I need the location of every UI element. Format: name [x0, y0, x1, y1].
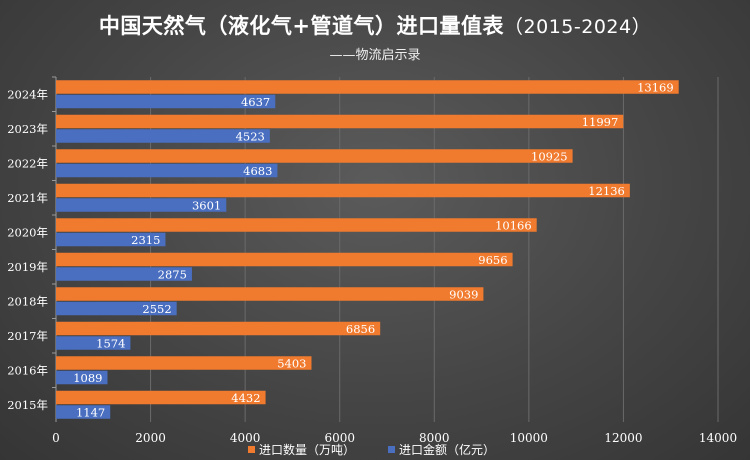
bar [56, 129, 270, 143]
data-label: 6856 [346, 322, 375, 336]
bar [56, 218, 537, 232]
x-tick-label: 8000 [419, 431, 450, 445]
bar [56, 405, 111, 419]
bar [56, 301, 177, 316]
data-label: 5403 [277, 356, 306, 370]
data-label: 2875 [158, 267, 187, 281]
chart-title-range: （2015-2024） [504, 16, 652, 38]
data-label: 12136 [588, 184, 625, 198]
bar [56, 183, 630, 198]
data-label: 9039 [449, 287, 478, 301]
bar [56, 321, 381, 336]
data-label: 4683 [243, 164, 272, 178]
bar [56, 356, 312, 370]
x-tick-label: 0 [52, 431, 60, 445]
legend-label: 进口数量（万吨） [259, 442, 355, 457]
y-tick-label: 2020年 [7, 225, 48, 239]
x-tick-label: 2000 [135, 431, 166, 445]
data-label: 1089 [73, 371, 102, 385]
legend-swatch [388, 446, 395, 453]
bar [56, 94, 276, 109]
y-tick-label: 2019年 [7, 260, 48, 274]
x-tick-label: 10000 [510, 431, 548, 445]
y-tick-label: 2023年 [7, 122, 48, 136]
y-tick-label: 2021年 [7, 191, 48, 205]
x-tick-label: 4000 [230, 431, 261, 445]
data-label: 11997 [582, 115, 619, 129]
bar [56, 267, 192, 281]
data-label: 10166 [495, 218, 532, 232]
chart-subtitle: ——物流启示录 [329, 48, 421, 63]
x-tick-label: 6000 [324, 431, 355, 445]
bar [56, 149, 573, 163]
legend-label: 进口金额（亿元） [399, 442, 495, 457]
y-tick-label: 2017年 [7, 329, 48, 343]
data-label: 3601 [192, 198, 221, 212]
data-label: 9656 [478, 253, 507, 267]
data-label: 4523 [236, 129, 265, 143]
x-tick-label: 14000 [699, 431, 737, 445]
y-tick-label: 2022年 [7, 156, 48, 170]
x-tick-label: 12000 [604, 431, 642, 445]
bar [56, 198, 227, 212]
y-tick-label: 2018年 [7, 294, 48, 308]
legend-swatch [248, 446, 255, 453]
bar [56, 232, 166, 247]
chart-title: 中国天然气（液化气+管道气）进口量值表（2015-2024） [98, 14, 652, 38]
bar [56, 336, 131, 350]
data-label: 4432 [231, 391, 260, 405]
bar [56, 252, 513, 267]
data-label: 13169 [637, 80, 674, 94]
data-label: 2552 [142, 302, 171, 316]
y-tick-label: 2015年 [7, 398, 48, 412]
bar [56, 390, 266, 405]
bar [56, 80, 679, 94]
data-label: 1574 [96, 336, 125, 350]
bar [56, 370, 108, 385]
data-label: 10925 [531, 149, 568, 163]
data-label: 1147 [76, 405, 105, 419]
bar [56, 287, 484, 301]
bar [56, 163, 278, 178]
data-label: 4637 [241, 95, 270, 109]
y-tick-label: 2016年 [7, 363, 48, 377]
y-tick-label: 2024年 [7, 87, 48, 101]
bar [56, 114, 624, 129]
data-label: 2315 [131, 233, 160, 247]
